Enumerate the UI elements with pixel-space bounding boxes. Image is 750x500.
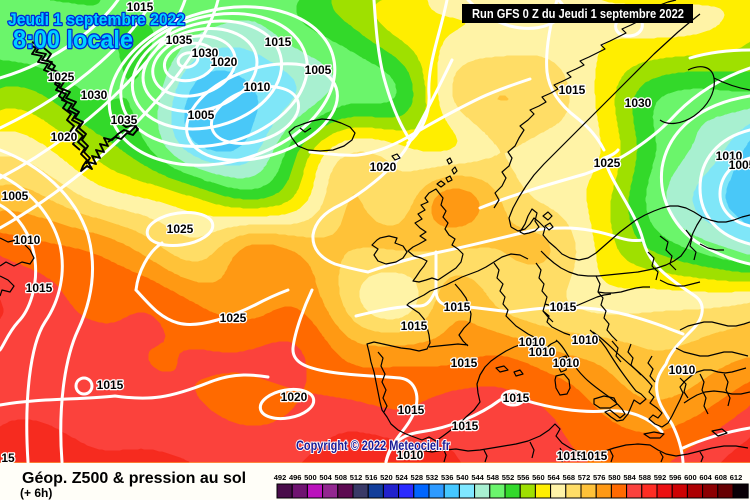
svg-text:560: 560 — [532, 473, 545, 482]
svg-text:540: 540 — [456, 473, 469, 482]
svg-text:552: 552 — [502, 473, 515, 482]
svg-text:608: 608 — [715, 473, 728, 482]
svg-text:1030: 1030 — [81, 88, 108, 102]
svg-text:1015: 1015 — [401, 319, 428, 333]
svg-text:Copyright © 2022 Meteociel.fr: Copyright © 2022 Meteociel.fr — [296, 438, 451, 453]
svg-text:500: 500 — [304, 473, 317, 482]
svg-text:516: 516 — [365, 473, 378, 482]
svg-text:508: 508 — [335, 473, 348, 482]
svg-text:1015: 1015 — [444, 300, 471, 314]
svg-text:596: 596 — [669, 473, 682, 482]
svg-text:1035: 1035 — [166, 33, 193, 47]
svg-text:Jeudi 1 septembre 2022: Jeudi 1 septembre 2022 — [8, 10, 185, 29]
svg-text:1030: 1030 — [625, 96, 652, 110]
svg-text:612: 612 — [730, 473, 743, 482]
svg-text:604: 604 — [699, 473, 712, 482]
svg-text:1010: 1010 — [669, 363, 696, 377]
svg-text:548: 548 — [487, 473, 500, 482]
svg-text:536: 536 — [441, 473, 454, 482]
svg-text:564: 564 — [547, 473, 560, 482]
svg-text:504: 504 — [319, 473, 332, 482]
svg-text:1015: 1015 — [557, 449, 584, 463]
svg-text:600: 600 — [684, 473, 697, 482]
svg-text:556: 556 — [517, 473, 530, 482]
svg-text:(+ 6h): (+ 6h) — [20, 486, 52, 500]
svg-text:1015: 1015 — [398, 403, 425, 417]
svg-text:496: 496 — [289, 473, 302, 482]
svg-text:1015: 1015 — [265, 35, 292, 49]
svg-text:572: 572 — [578, 473, 591, 482]
svg-text:1015: 1015 — [550, 300, 577, 314]
svg-text:1020: 1020 — [370, 160, 397, 174]
svg-text:1030: 1030 — [192, 46, 219, 60]
svg-text:576: 576 — [593, 473, 606, 482]
svg-text:1005: 1005 — [729, 158, 750, 172]
svg-text:1010: 1010 — [553, 356, 580, 370]
svg-text:520: 520 — [380, 473, 393, 482]
svg-text:1010: 1010 — [244, 80, 271, 94]
svg-text:528: 528 — [411, 473, 424, 482]
svg-text:1015: 1015 — [581, 449, 608, 463]
svg-text:1015: 1015 — [97, 378, 124, 392]
svg-text:1010: 1010 — [14, 233, 41, 247]
svg-text:1020: 1020 — [281, 390, 308, 404]
svg-text:15: 15 — [1, 451, 15, 465]
svg-text:584: 584 — [623, 473, 636, 482]
svg-text:1005: 1005 — [2, 189, 29, 203]
svg-text:1020: 1020 — [211, 55, 238, 69]
svg-text:1020: 1020 — [51, 130, 78, 144]
svg-text:1015: 1015 — [26, 281, 53, 295]
svg-text:1010: 1010 — [519, 335, 546, 349]
svg-text:1015: 1015 — [452, 419, 479, 433]
svg-text:588: 588 — [639, 473, 652, 482]
svg-text:Géop. Z500 & pression au sol: Géop. Z500 & pression au sol — [22, 470, 246, 487]
svg-text:1015: 1015 — [503, 391, 530, 405]
svg-text:492: 492 — [274, 473, 287, 482]
svg-text:544: 544 — [471, 473, 484, 482]
svg-text:512: 512 — [350, 473, 363, 482]
svg-text:592: 592 — [654, 473, 667, 482]
svg-text:8:00 locale: 8:00 locale — [13, 26, 133, 54]
svg-text:1010: 1010 — [529, 345, 556, 359]
svg-text:1015: 1015 — [451, 356, 478, 370]
svg-text:1010: 1010 — [572, 333, 599, 347]
svg-text:1005: 1005 — [188, 108, 215, 122]
svg-text:1035: 1035 — [111, 113, 138, 127]
svg-text:1010: 1010 — [716, 149, 743, 163]
svg-text:1025: 1025 — [220, 311, 247, 325]
svg-text:1015: 1015 — [127, 0, 154, 14]
svg-text:1010: 1010 — [397, 448, 424, 462]
svg-text:1025: 1025 — [48, 70, 75, 84]
svg-text:524: 524 — [395, 473, 408, 482]
svg-text:1025: 1025 — [594, 156, 621, 170]
svg-text:580: 580 — [608, 473, 621, 482]
svg-text:1025: 1025 — [167, 222, 194, 236]
svg-text:Run GFS 0 Z du Jeudi 1 septemb: Run GFS 0 Z du Jeudi 1 septembre 2022 — [472, 7, 684, 21]
svg-text:532: 532 — [426, 473, 439, 482]
svg-text:1005: 1005 — [305, 63, 332, 77]
svg-text:568: 568 — [563, 473, 576, 482]
svg-text:1015: 1015 — [559, 83, 586, 97]
